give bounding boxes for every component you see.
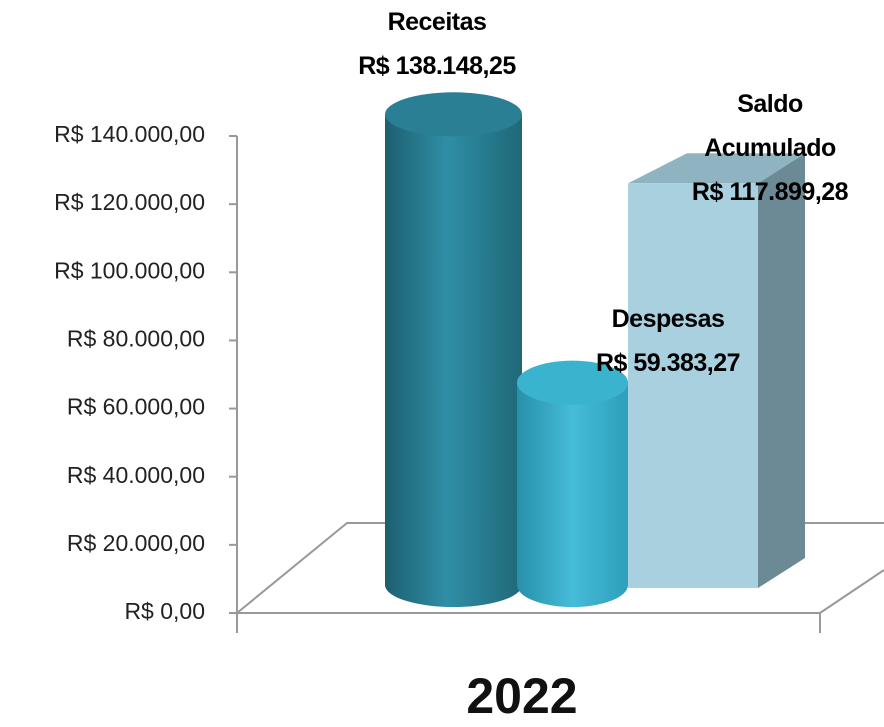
data-label: R$ 59.383,27	[595, 349, 741, 377]
box-top	[628, 153, 805, 184]
cylinder-top	[385, 92, 522, 137]
x-tick-label: 2022	[466, 668, 577, 724]
y-tick-label: R$ 60.000,00	[67, 394, 205, 420]
bar	[385, 92, 522, 607]
box-front	[628, 183, 758, 589]
cylinder-body	[517, 382, 628, 607]
data-label: R$ 138.148,25	[358, 52, 516, 80]
cylinder-body	[385, 114, 522, 607]
label-name: Despesas	[611, 305, 725, 333]
y-tick-label: R$ 120.000,00	[54, 189, 205, 215]
label-name: Saldo Acumulado	[704, 90, 836, 162]
y-tick-label: R$ 140.000,00	[54, 121, 205, 147]
y-tick-label: R$ 80.000,00	[67, 326, 205, 352]
y-tick-label: R$ 20.000,00	[67, 530, 205, 556]
y-tick-label: R$ 100.000,00	[54, 257, 205, 283]
data-label: R$ 117.899,28	[691, 178, 849, 206]
box-side	[758, 153, 805, 589]
cylinder-top	[517, 360, 628, 405]
y-tick-label: R$ 0,00	[124, 598, 205, 624]
bar	[628, 153, 805, 589]
bar	[517, 360, 628, 607]
label-name: Receitas	[387, 8, 487, 36]
y-tick-label: R$ 40.000,00	[67, 462, 205, 488]
